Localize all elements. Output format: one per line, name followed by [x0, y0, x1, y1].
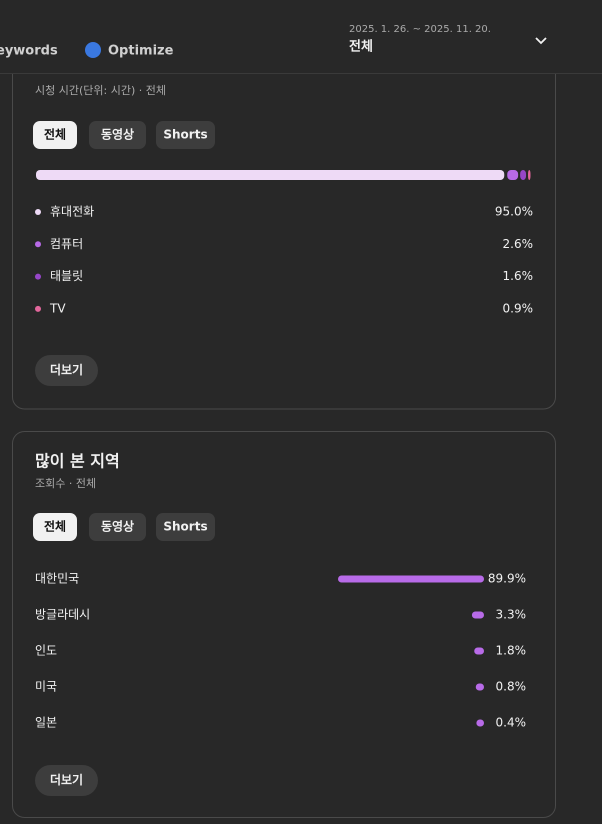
region-value: 1.8%: [496, 644, 527, 658]
filter-chip[interactable]: [33, 513, 77, 541]
dropdown-icon[interactable]: [535, 37, 547, 45]
device-value: 0.9%: [503, 301, 534, 315]
filter-chip[interactable]: [156, 121, 215, 149]
device-name: 컴퓨터: [50, 237, 83, 251]
stacked-segment: [520, 170, 527, 180]
stacked-segment: [528, 170, 531, 180]
region-name: 방글라데시: [35, 608, 90, 622]
chip-label[interactable]: 전체: [44, 127, 66, 142]
region-name: 인도: [35, 644, 57, 658]
date-range: 2025. 1. 26. ~ 2025. 11. 20.: [349, 24, 491, 35]
more-button[interactable]: [35, 355, 98, 386]
region-card: [12, 431, 556, 818]
header: [0, 0, 602, 73]
device-value: 95.0%: [495, 205, 533, 219]
device-value: 1.6%: [503, 269, 534, 283]
tab[interactable]: Optimize: [108, 44, 174, 59]
filter-chip[interactable]: [156, 513, 215, 541]
chip-label[interactable]: 전체: [44, 519, 66, 534]
more-label[interactable]: 더보기: [50, 772, 83, 787]
region-value: 0.8%: [496, 680, 527, 694]
region-name: 미국: [35, 680, 57, 694]
filter-chip[interactable]: [89, 121, 146, 149]
legend-dot: [35, 209, 41, 215]
device-value: 2.6%: [503, 237, 534, 251]
stacked-segment: [36, 170, 505, 180]
filter-chip[interactable]: [89, 513, 146, 541]
optimize-icon: [85, 42, 101, 58]
card-title: 많이 본 지역: [35, 452, 120, 471]
region-name: 대한민국: [35, 572, 79, 586]
device-name: 휴대전화: [50, 205, 94, 219]
legend-dot: [35, 305, 41, 312]
chip-label[interactable]: 동영상: [101, 519, 134, 534]
subtitle: 시청 시간(단위: 시간) · 전체: [35, 84, 166, 97]
date-filter[interactable]: 전체: [349, 39, 373, 55]
stacked-segment: [507, 170, 519, 180]
device-card: [12, 0, 556, 410]
legend-dot: [35, 241, 41, 248]
device-name: TV: [49, 301, 66, 315]
region-value: 3.3%: [496, 608, 527, 622]
region-value: 89.9%: [488, 572, 526, 586]
subtitle: 조회수 · 전체: [35, 477, 96, 490]
tab[interactable]: eywords: [0, 44, 58, 59]
region-value: 0.4%: [496, 716, 527, 730]
chip-label[interactable]: Shorts: [163, 128, 207, 142]
more-button[interactable]: [35, 765, 98, 796]
device-name: 태블릿: [50, 269, 83, 283]
legend-dot: [35, 273, 41, 280]
chip-label[interactable]: Shorts: [163, 520, 207, 534]
chip-label[interactable]: 동영상: [101, 127, 134, 142]
filter-chip[interactable]: [33, 121, 77, 149]
more-label[interactable]: 더보기: [50, 362, 83, 377]
region-name: 일본: [35, 716, 57, 730]
